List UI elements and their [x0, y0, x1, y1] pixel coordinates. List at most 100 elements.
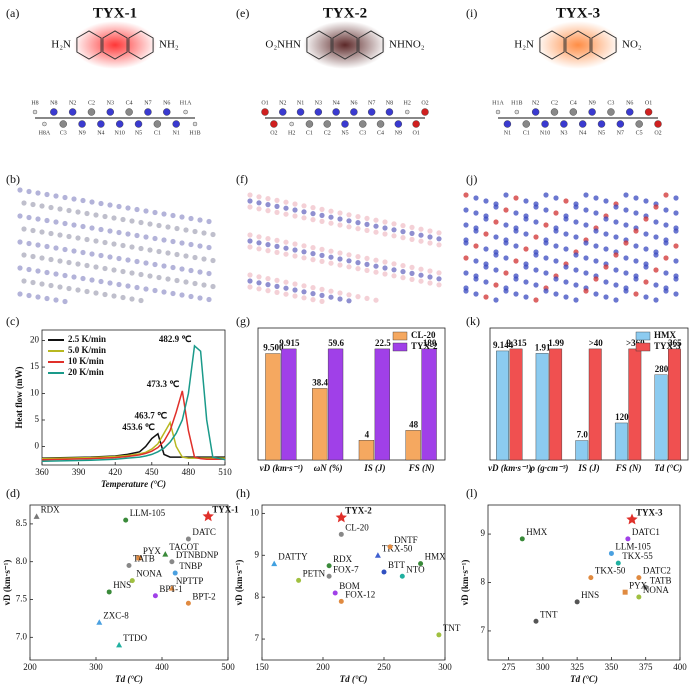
category-label: vD (km·s⁻¹) — [260, 463, 303, 473]
value-label: 22.5 — [375, 338, 391, 348]
packing-atom — [30, 279, 36, 286]
packing-atom — [633, 195, 639, 201]
packing-atom — [503, 222, 509, 228]
packing-atom — [513, 276, 519, 282]
packing-atom — [107, 280, 113, 286]
packing-atom — [143, 286, 149, 292]
packing-atom — [80, 197, 86, 204]
packing-atom — [673, 258, 679, 264]
packing-atom — [57, 284, 63, 290]
packing-atom — [553, 228, 559, 234]
packing-atom — [138, 297, 144, 304]
packing-atom — [283, 199, 289, 205]
packing-atom — [418, 266, 424, 272]
atom-label: N3 — [560, 130, 567, 136]
packing-atom — [653, 204, 659, 210]
packing-atom — [265, 202, 271, 208]
plot-frame — [261, 504, 446, 661]
packing-atom — [57, 232, 63, 238]
point — [335, 511, 347, 523]
packing-atom — [35, 242, 41, 248]
x-axis-label: Td (°C) — [340, 674, 368, 684]
packing-atom — [503, 207, 509, 213]
glow — [536, 21, 620, 69]
packing-atom — [111, 293, 117, 299]
packing-atom — [400, 223, 406, 229]
packing-atom — [26, 240, 32, 247]
packing-atom — [563, 216, 569, 222]
bar — [405, 430, 421, 461]
atom-label: C3 — [607, 100, 614, 106]
atom — [50, 108, 58, 116]
point-label: TATB — [650, 575, 672, 585]
packing-atom — [256, 194, 262, 200]
packing-atom — [346, 252, 352, 258]
atom — [163, 108, 171, 116]
packing-atom — [391, 267, 397, 273]
packing-atom — [633, 243, 639, 249]
packing-atom — [473, 243, 479, 249]
atom-label: N2 — [279, 100, 286, 106]
point — [185, 536, 191, 542]
packing-atom — [382, 225, 388, 231]
point — [381, 569, 387, 575]
atom-label: N4 — [97, 130, 104, 136]
category-label: ρ (g·cm⁻³) — [529, 463, 568, 473]
atom — [405, 109, 410, 115]
packing-atom — [174, 277, 180, 284]
packing-atom — [210, 231, 216, 238]
atom-label: N4 — [332, 100, 339, 106]
value-label: 9.315 — [506, 338, 527, 348]
panel-label: (c) — [6, 314, 19, 328]
packing-atom — [553, 243, 559, 249]
packing-atom — [483, 246, 489, 252]
packing-atom — [436, 230, 442, 236]
y-axis-label: vD (km·s⁻¹) — [2, 560, 12, 606]
packing-atom — [573, 252, 579, 258]
packing-atom — [319, 212, 325, 218]
y-tick-label: 7 — [481, 625, 486, 635]
packing-atom — [188, 267, 194, 274]
packing-atom — [192, 254, 198, 261]
y-tick-label: 20 — [30, 335, 40, 345]
packing-atom — [44, 269, 50, 276]
point — [608, 550, 614, 556]
packing-atom — [473, 228, 479, 234]
atom-label: N9 — [395, 130, 402, 136]
packing-atom — [274, 197, 280, 203]
packing-atom — [493, 234, 499, 240]
point-label: HMX — [425, 552, 447, 562]
packing-atom — [400, 263, 406, 269]
atom — [560, 120, 568, 128]
packing-atom — [436, 270, 442, 276]
bar — [654, 374, 668, 461]
x-tick-label: 400 — [673, 662, 687, 672]
atom — [644, 108, 653, 116]
packing-atom — [89, 199, 95, 205]
packing-atom — [400, 235, 406, 241]
packing-atom — [513, 210, 519, 216]
y-tick-label: 5 — [35, 414, 40, 424]
packing-atom — [553, 276, 559, 282]
packing-atom — [48, 256, 54, 263]
substituent: NO₂ — [622, 39, 642, 51]
atom — [125, 108, 133, 116]
packing-atom — [503, 270, 509, 276]
packing-atom — [134, 206, 140, 213]
packing-atom — [170, 212, 176, 219]
packing-atom — [573, 219, 579, 225]
packing-atom — [301, 203, 307, 209]
panel-label: (b) — [6, 172, 20, 186]
point-label: HNS — [113, 580, 131, 590]
x-tick-label: 200 — [316, 662, 330, 672]
packing-atom — [265, 196, 271, 202]
packing-atom — [533, 234, 539, 240]
packing-atom — [161, 211, 167, 217]
peak-annotation: 473.3 ℃ — [147, 379, 180, 389]
atom-label: N9 — [588, 100, 595, 106]
packing-atom — [310, 251, 316, 257]
packing-atom — [116, 255, 122, 262]
y-tick-label: 8.5 — [16, 518, 28, 528]
packing-atom — [593, 243, 599, 249]
y-tick-label: 10 — [250, 507, 260, 517]
